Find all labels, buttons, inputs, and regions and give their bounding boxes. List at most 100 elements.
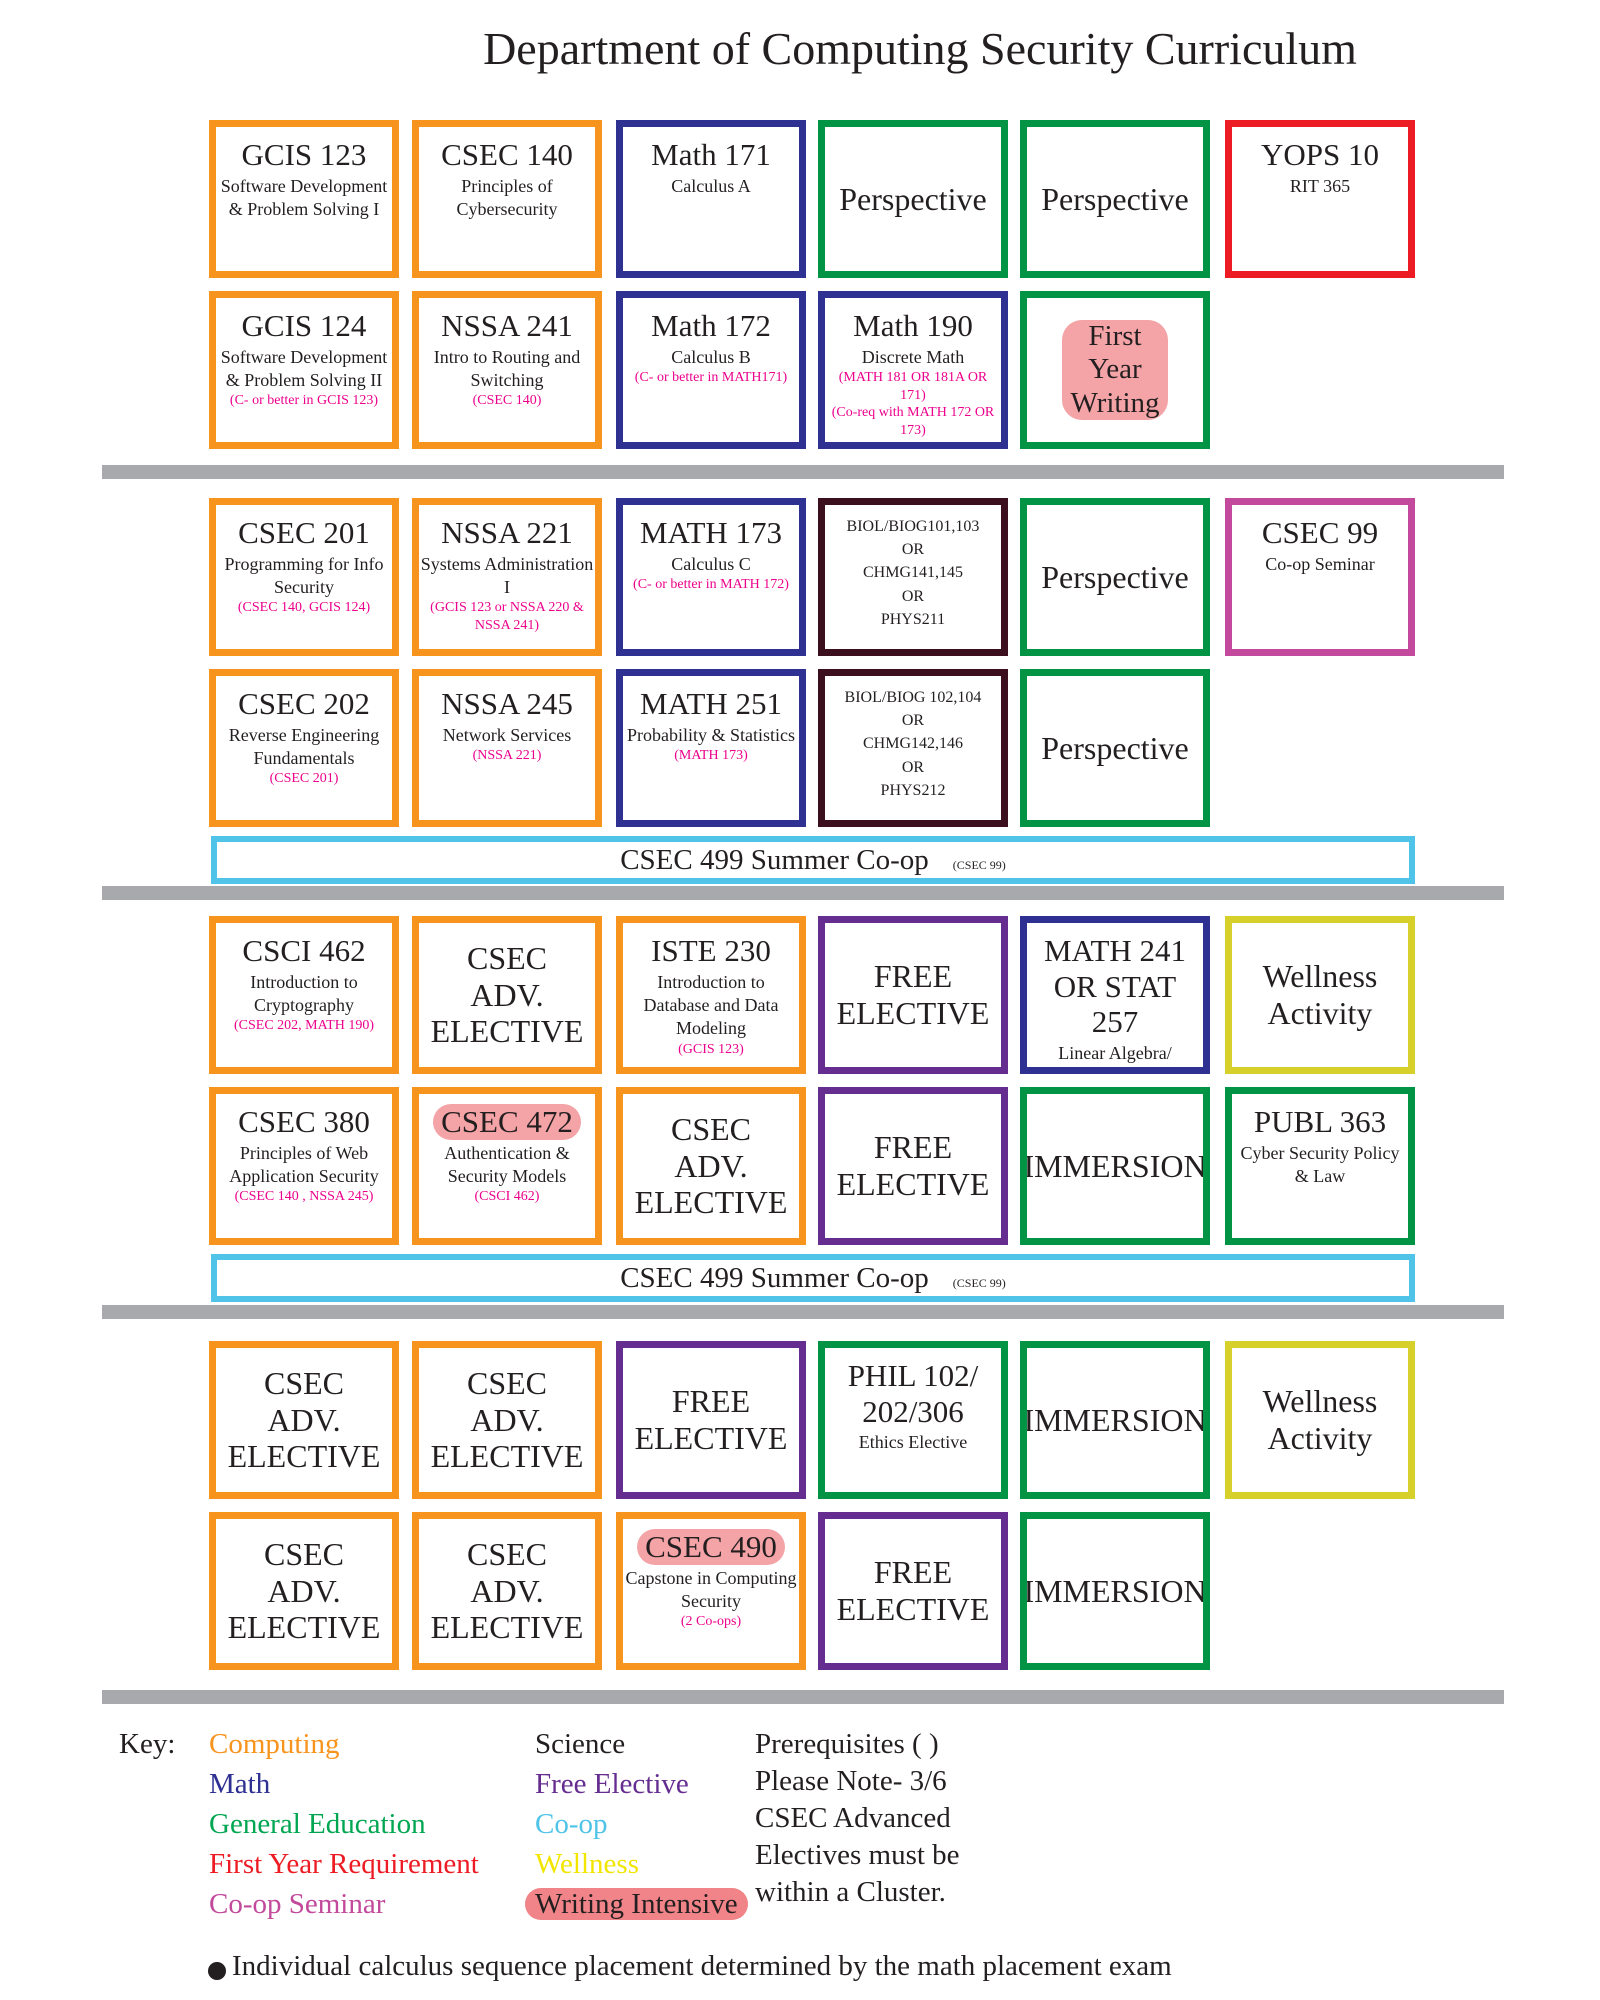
course-code-text: CSCI 462 bbox=[242, 933, 366, 968]
course-code: Perspective bbox=[1041, 181, 1189, 218]
year-separator bbox=[102, 1690, 1504, 1704]
prerequisite: (CSEC 140 , NSSA 245) bbox=[234, 1189, 374, 1205]
course-code: CSEC 202 bbox=[238, 686, 370, 722]
course-code: IMMERSION bbox=[1027, 1148, 1203, 1185]
course-name: Probability & Statistics bbox=[626, 724, 795, 745]
course-code: CSEC ADV. ELECTIVE bbox=[431, 1536, 584, 1646]
course-box: Wellness Activity bbox=[1225, 1341, 1415, 1499]
course-code-text: CSEC 472 bbox=[433, 1104, 581, 1140]
key-label: Free Elective bbox=[535, 1768, 689, 1800]
course-code-text: NSSA 245 bbox=[441, 686, 573, 721]
course-box: GCIS 124 Software Development & Problem S… bbox=[209, 291, 399, 449]
key-label: Co-op Seminar bbox=[209, 1888, 386, 1920]
course-box: NSSA 221 Systems Administration I (GCIS 12… bbox=[412, 498, 602, 656]
course-box: CSEC 490 Capstone in Computing Security (2… bbox=[616, 1512, 806, 1670]
course-code-text: PUBL 363 bbox=[1253, 1104, 1387, 1139]
course-code-text: CSEC 202 bbox=[238, 686, 370, 721]
course-option: OR bbox=[901, 587, 925, 605]
course-name: Systems Administration I bbox=[420, 553, 594, 598]
course-code-text: Wellness Activity bbox=[1262, 958, 1378, 1031]
key-label: Science bbox=[535, 1728, 626, 1760]
prerequisite: (MATH 181 OR 181A OR 171) bbox=[838, 370, 988, 403]
course-code-text: GCIS 124 bbox=[241, 308, 367, 343]
course-box: CSEC ADV. ELECTIVE bbox=[209, 1341, 399, 1499]
coop-prereq: (CSEC 99) bbox=[952, 1276, 1006, 1290]
key-label: Co-op bbox=[535, 1808, 608, 1840]
course-name: Calculus A bbox=[671, 175, 751, 196]
course-name: Linear Algebra/ Statistical Inference bbox=[1043, 1042, 1186, 1067]
course-name: Discrete Math bbox=[861, 346, 965, 367]
course-code-text: CSEC 380 bbox=[238, 1104, 370, 1139]
course-box: CSEC ADV. ELECTIVE bbox=[412, 1512, 602, 1670]
course-box: Perspective bbox=[1020, 669, 1210, 827]
course-code: Perspective bbox=[1041, 559, 1189, 596]
course-box: Perspective bbox=[1020, 498, 1210, 656]
key-entry: Free Elective bbox=[535, 1768, 689, 1801]
course-box: NSSA 241 Intro to Routing and Switching (C… bbox=[412, 291, 602, 449]
course-code: CSEC 472 bbox=[433, 1104, 581, 1140]
course-box: CSEC ADV. ELECTIVE bbox=[412, 916, 602, 1074]
course-name: Authentication & Security Models bbox=[444, 1142, 570, 1187]
course-code: CSEC ADV. ELECTIVE bbox=[228, 1365, 381, 1475]
course-code-text: CSEC 140 bbox=[441, 137, 573, 172]
course-name: Introduction to Database and Data Modeli… bbox=[643, 971, 779, 1039]
course-code-text: Math 190 bbox=[853, 308, 973, 343]
course-name: Software Development & Problem Solving I bbox=[220, 175, 388, 220]
course-code-text: Perspective bbox=[1041, 729, 1189, 766]
year-separator bbox=[102, 465, 1504, 479]
course-code: Perspective bbox=[1041, 730, 1189, 767]
course-code: ISTE 230 bbox=[651, 933, 771, 969]
prerequisite: (CSEC 202, MATH 190) bbox=[233, 1018, 374, 1034]
key-label: Writing Intensive bbox=[525, 1888, 748, 1920]
corequisite: (Co-req with MATH 172 OR 173) bbox=[831, 405, 995, 438]
course-code-text: PHIL 102/ 202/306 bbox=[847, 1358, 979, 1429]
course-code: PHIL 102/ 202/306 bbox=[825, 1358, 1001, 1429]
course-name: Introduction to Cryptography bbox=[250, 971, 358, 1016]
coop-label: CSEC 499 Summer Co-op bbox=[620, 844, 929, 876]
course-box: BIOL/BIOG 102,104 OR CHMG142,146 OR PHYS212 bbox=[818, 669, 1008, 827]
course-box: FREE ELECTIVE bbox=[616, 1341, 806, 1499]
course-code: Math 171 bbox=[651, 137, 771, 173]
key-label: Computing bbox=[209, 1728, 340, 1760]
course-code-text: NSSA 241 bbox=[441, 308, 573, 343]
course-code-text: First Year Writing bbox=[1062, 319, 1168, 421]
course-code-text: Perspective bbox=[839, 180, 987, 217]
prerequisite: (C- or better in MATH171) bbox=[634, 370, 788, 386]
course-code: First Year Writing bbox=[1062, 319, 1168, 421]
course-box: CSEC 380 Principles of Web Application Se… bbox=[209, 1087, 399, 1245]
course-box: CSEC ADV. ELECTIVE bbox=[412, 1341, 602, 1499]
note-line: Prerequisites ( ) bbox=[755, 1728, 939, 1760]
page-title: Department of Computing Security Curricu… bbox=[483, 23, 1357, 74]
note-line: within a Cluster. bbox=[755, 1876, 946, 1908]
course-code-text: CSEC 490 bbox=[637, 1529, 785, 1565]
course-code-text: GCIS 123 bbox=[241, 137, 367, 172]
course-option: PHYS212 bbox=[880, 781, 946, 799]
key-entry: Co-op Seminar bbox=[209, 1888, 385, 1921]
course-box: IMMERSION bbox=[1020, 1087, 1210, 1245]
course-code-text: MATH 241 OR STAT 257 bbox=[1043, 933, 1187, 1040]
course-code: Wellness Activity bbox=[1263, 1383, 1378, 1457]
course-box: GCIS 123 Software Development & Problem S… bbox=[209, 120, 399, 278]
course-code-text: CSEC ADV. ELECTIVE bbox=[430, 939, 584, 1050]
key-entry: Writing Intensive bbox=[525, 1888, 748, 1921]
course-box: First Year Writing bbox=[1020, 291, 1210, 449]
course-box: ISTE 230 Introduction to Database and Dat… bbox=[616, 916, 806, 1074]
course-box: Wellness Activity bbox=[1225, 916, 1415, 1074]
course-box: FREE ELECTIVE bbox=[818, 1087, 1008, 1245]
course-code-text: FREE ELECTIVE bbox=[836, 1129, 990, 1202]
course-name: Network Services bbox=[442, 724, 572, 745]
course-code-text: Wellness Activity bbox=[1262, 1383, 1378, 1456]
note-line: CSEC Advanced bbox=[755, 1802, 951, 1834]
course-box: CSEC 202 Reverse Engineering Fundamentals… bbox=[209, 669, 399, 827]
course-name: Principles of Cybersecurity bbox=[456, 175, 558, 220]
key-label: Math bbox=[209, 1768, 271, 1800]
course-box: CSEC 472 Authentication & Security Models… bbox=[412, 1087, 602, 1245]
key-label: Wellness bbox=[535, 1848, 639, 1880]
course-code: CSEC 490 bbox=[637, 1529, 785, 1565]
course-box: YOPS 10 RIT 365 bbox=[1225, 120, 1415, 278]
prerequisite: (CSEC 140) bbox=[472, 393, 542, 409]
course-code-text: IMMERSION bbox=[1023, 1401, 1207, 1438]
year-separator bbox=[102, 886, 1504, 900]
course-box: CSEC 201 Programming for Info Security (CS… bbox=[209, 498, 399, 656]
